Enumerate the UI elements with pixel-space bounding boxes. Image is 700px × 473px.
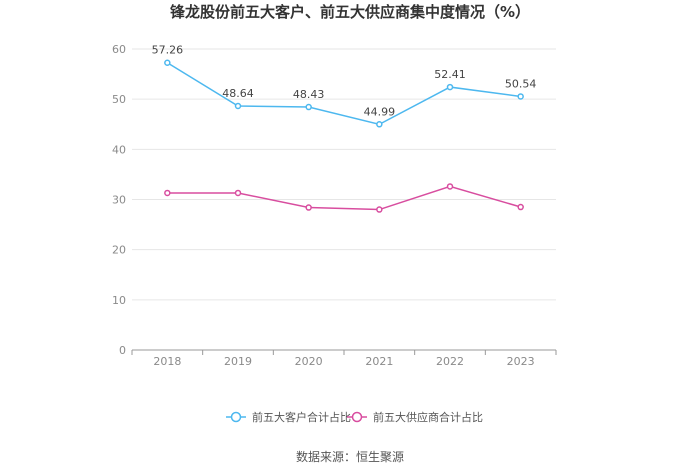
legend-marker-icon — [230, 411, 242, 423]
data-point — [376, 121, 383, 128]
series — [164, 59, 524, 213]
data-point — [446, 183, 454, 190]
data-point — [234, 189, 242, 197]
data-source: 数据来源：恒生聚源 — [296, 449, 404, 464]
grid — [132, 48, 556, 301]
data-point — [517, 203, 524, 211]
data-point — [305, 103, 312, 111]
data-point — [164, 189, 171, 197]
legend-marker-icon — [351, 411, 363, 423]
y-tick-label: 60 — [112, 43, 126, 56]
data-point — [517, 93, 524, 100]
x-tick-label: 2019 — [224, 355, 252, 368]
data-label: 44.99 — [364, 105, 396, 118]
x-tick-label: 2018 — [153, 355, 181, 368]
series-line-2 — [167, 185, 521, 211]
legend-item-1[interactable]: 前五大客户合计占比 — [226, 410, 351, 424]
chart-title: 锋龙股份前五大客户、前五大供应商集中度情况（%） — [170, 3, 530, 21]
y-tick-label: 20 — [112, 244, 126, 257]
data-point — [376, 206, 383, 213]
data-label: 48.43 — [293, 88, 325, 101]
legend-label: 前五大供应商合计占比 — [373, 410, 483, 424]
y-tick-label: 30 — [112, 194, 126, 207]
y-tick-label: 0 — [119, 344, 126, 357]
data-point — [164, 59, 171, 66]
y-tick-label: 10 — [112, 294, 126, 307]
data-labels: 57.26 48.64 48.43 44.99 52.41 50.54 — [152, 44, 537, 119]
y-tick-label: 50 — [112, 93, 126, 106]
series-line-1 — [166, 62, 521, 126]
legend-item-2[interactable]: 前五大供应商合计占比 — [347, 410, 483, 424]
legend-label: 前五大客户合计占比 — [252, 410, 351, 424]
axes: 0 10 20 30 40 50 60 2018 2019 2020 2021 2022 2023 — [112, 43, 557, 368]
x-tick-label: 2020 — [295, 355, 323, 368]
x-tick-label: 2022 — [436, 355, 464, 368]
x-tick-label: 2021 — [365, 355, 393, 368]
x-tick-label: 2023 — [507, 355, 535, 368]
data-point — [234, 102, 242, 110]
data-label: 52.41 — [434, 68, 466, 81]
data-point — [305, 204, 312, 211]
data-label: 50.54 — [505, 77, 537, 90]
y-tick-label: 40 — [112, 143, 126, 156]
data-label: 48.64 — [222, 87, 254, 100]
data-label: 57.26 — [152, 44, 184, 57]
legend[interactable]: 前五大客户合计占比 前五大供应商合计占比 — [226, 410, 483, 424]
data-point — [446, 83, 454, 91]
